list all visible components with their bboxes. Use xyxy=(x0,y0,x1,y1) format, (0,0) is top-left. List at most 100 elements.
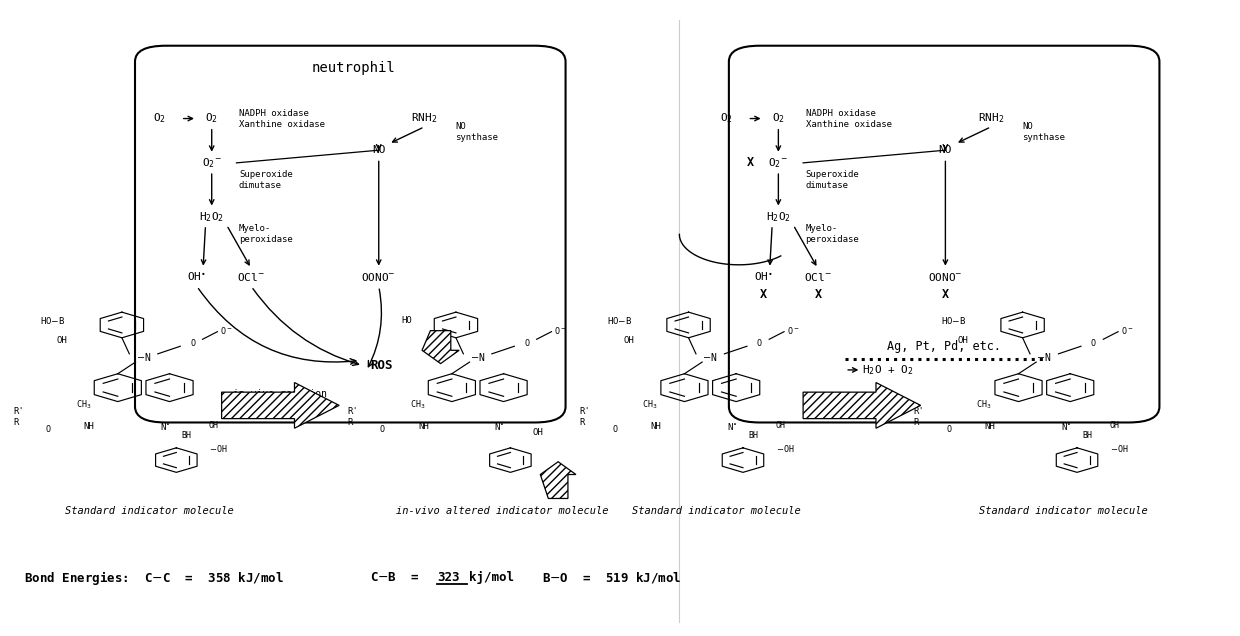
Text: HO$-$B: HO$-$B xyxy=(606,315,632,326)
Text: O$_2$: O$_2$ xyxy=(771,112,785,125)
Text: CH$_3$: CH$_3$ xyxy=(976,398,992,411)
Text: NO: NO xyxy=(372,145,386,155)
Text: Xanthine oxidase: Xanthine oxidase xyxy=(806,120,892,129)
Text: O$^-$: O$^-$ xyxy=(554,325,567,336)
Text: CH$_3$: CH$_3$ xyxy=(642,398,657,411)
Polygon shape xyxy=(804,382,920,428)
Text: CH$_3$: CH$_3$ xyxy=(409,398,425,411)
Text: NO: NO xyxy=(1022,121,1033,130)
Text: Standard indicator molecule: Standard indicator molecule xyxy=(66,506,234,516)
Text: O: O xyxy=(379,425,384,434)
Text: R': R' xyxy=(347,407,358,416)
Text: R: R xyxy=(347,418,352,427)
Text: OH$^{\bullet}$: OH$^{\bullet}$ xyxy=(187,271,206,283)
Text: synthase: synthase xyxy=(455,133,498,142)
Text: in-vivo altered indicator molecule: in-vivo altered indicator molecule xyxy=(397,506,609,516)
Text: BH: BH xyxy=(182,431,192,439)
Polygon shape xyxy=(422,331,459,364)
Text: C$-$B  =: C$-$B = xyxy=(370,571,428,584)
Text: N$^{\bullet}$: N$^{\bullet}$ xyxy=(727,421,738,432)
Text: $-$N: $-$N xyxy=(470,351,485,363)
Text: N$^{\bullet}$: N$^{\bullet}$ xyxy=(495,421,505,432)
Text: NADPH oxidase: NADPH oxidase xyxy=(806,109,875,118)
Text: peroxidase: peroxidase xyxy=(239,235,293,244)
Text: O: O xyxy=(1091,338,1096,348)
Text: X: X xyxy=(942,288,949,301)
Text: peroxidase: peroxidase xyxy=(806,235,859,244)
Text: NH: NH xyxy=(651,422,661,431)
Text: kj/mol: kj/mol xyxy=(469,571,515,584)
Text: OH: OH xyxy=(957,336,968,345)
Text: OONO$^{-}$: OONO$^{-}$ xyxy=(362,271,396,283)
Text: BH: BH xyxy=(1083,431,1092,439)
Text: Superoxide: Superoxide xyxy=(239,170,293,179)
Text: R: R xyxy=(12,418,19,427)
Text: NH: NH xyxy=(84,422,94,431)
Text: CH$_3$: CH$_3$ xyxy=(76,398,91,411)
Text: X: X xyxy=(760,288,768,301)
Text: Xanthine oxidase: Xanthine oxidase xyxy=(239,120,325,129)
Text: O: O xyxy=(613,425,618,434)
Text: O$^-$: O$^-$ xyxy=(219,325,232,336)
Text: $-$N: $-$N xyxy=(1037,351,1052,363)
Text: O: O xyxy=(46,425,51,434)
Text: O$_2$$^{-}$: O$_2$$^{-}$ xyxy=(769,156,789,170)
Text: O$_2$: O$_2$ xyxy=(206,112,218,125)
Text: OH: OH xyxy=(624,336,634,345)
Text: dimutase: dimutase xyxy=(239,181,281,190)
Text: NH: NH xyxy=(985,422,996,431)
Text: $-$OH: $-$OH xyxy=(776,443,794,455)
Text: HO$-$B: HO$-$B xyxy=(941,315,966,326)
Text: OCl$^{-}$: OCl$^{-}$ xyxy=(804,271,832,283)
Text: O$_2$: O$_2$ xyxy=(154,112,166,125)
Text: OH: OH xyxy=(57,336,67,345)
Text: NADPH oxidase: NADPH oxidase xyxy=(239,109,309,118)
Text: NH: NH xyxy=(418,422,429,431)
Text: Ag, Pt, Pd, etc.: Ag, Pt, Pd, etc. xyxy=(887,340,1001,353)
Text: B$-$O  =  519 kJ/mol: B$-$O = 519 kJ/mol xyxy=(542,570,682,585)
Text: H$_2$O$_2$: H$_2$O$_2$ xyxy=(200,210,224,224)
Text: N$^{\bullet}$: N$^{\bullet}$ xyxy=(1061,421,1071,432)
Text: 323: 323 xyxy=(436,571,459,584)
Text: synthase: synthase xyxy=(1022,133,1065,142)
Text: O$^-$: O$^-$ xyxy=(1121,325,1133,336)
Text: X: X xyxy=(815,288,822,301)
Text: RNH$_2$: RNH$_2$ xyxy=(412,112,438,125)
Text: O: O xyxy=(946,425,951,434)
Text: H$_2$O$_2$: H$_2$O$_2$ xyxy=(766,210,791,224)
FancyBboxPatch shape xyxy=(729,46,1159,422)
Text: $\times$: $\times$ xyxy=(854,396,869,415)
Polygon shape xyxy=(541,462,575,499)
Text: R': R' xyxy=(579,407,590,416)
Text: neutrophil: neutrophil xyxy=(312,61,396,75)
Text: OONO$^{-}$: OONO$^{-}$ xyxy=(928,271,962,283)
Text: O: O xyxy=(756,338,761,348)
Text: R: R xyxy=(914,418,919,427)
Text: in-vivo reaction: in-vivo reaction xyxy=(233,389,327,399)
Text: $-$OH: $-$OH xyxy=(1110,443,1128,455)
Text: Standard indicator molecule: Standard indicator molecule xyxy=(978,506,1147,516)
Text: NO: NO xyxy=(939,145,952,155)
Text: NO: NO xyxy=(455,121,466,130)
Text: Superoxide: Superoxide xyxy=(806,170,859,179)
Text: Standard indicator molecule: Standard indicator molecule xyxy=(632,506,801,516)
Text: $-$OH: $-$OH xyxy=(210,443,227,455)
Text: OH: OH xyxy=(1110,421,1120,430)
Text: dimutase: dimutase xyxy=(806,181,848,190)
Text: O$^-$: O$^-$ xyxy=(786,325,799,336)
Text: $-$N: $-$N xyxy=(702,351,718,363)
Text: Bond Energies:  C$-$C  =  358 kJ/mol: Bond Energies: C$-$C = 358 kJ/mol xyxy=(24,569,284,586)
Text: $-$N: $-$N xyxy=(135,351,151,363)
Text: (oxidation): (oxidation) xyxy=(248,402,312,411)
Text: OH: OH xyxy=(776,421,786,430)
Text: Myelo-: Myelo- xyxy=(239,224,272,233)
Text: N$^{\bullet}$: N$^{\bullet}$ xyxy=(160,421,171,432)
Text: O: O xyxy=(525,338,529,348)
Text: R': R' xyxy=(12,407,24,416)
Text: BH: BH xyxy=(749,431,759,439)
Text: OH: OH xyxy=(532,428,543,437)
Text: HO$-$B: HO$-$B xyxy=(40,315,66,326)
Text: O$_2$: O$_2$ xyxy=(720,112,733,125)
Text: R: R xyxy=(579,418,585,427)
Text: OH$^{\bullet}$: OH$^{\bullet}$ xyxy=(754,271,773,283)
